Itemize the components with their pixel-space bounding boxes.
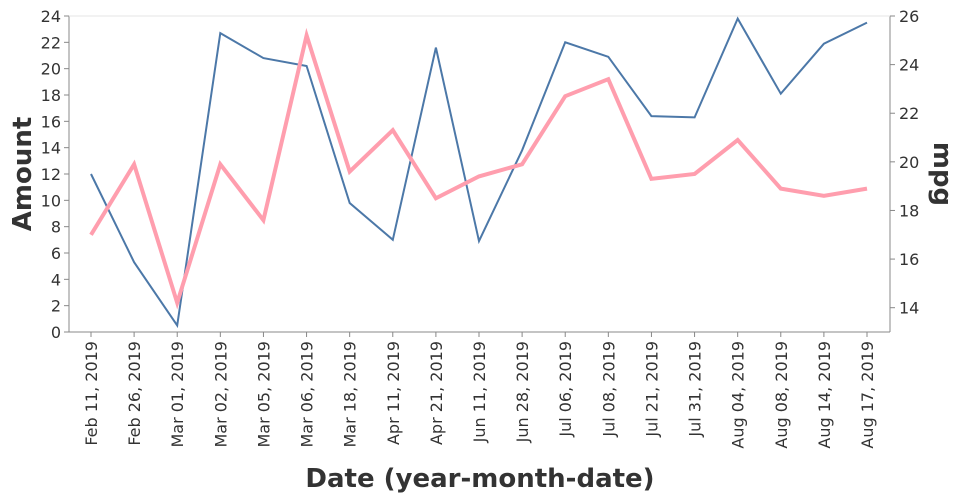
x-tick-label: Jul 21, 2019 [642,341,661,438]
x-tick-label: Jun 11, 2019 [470,341,489,443]
mpg-data-point [306,34,308,36]
mpg-data-point [650,178,652,180]
left-tick-label: 8 [51,218,61,237]
mpg-data-point [349,171,351,173]
mpg-data-point [435,197,437,199]
left-tick-label: 20 [41,60,61,79]
right-axis-ticks: 14 16 18 20 22 24 26 [890,7,919,318]
mpg-data-point [133,163,135,165]
x-tick-label: Jul 31, 2019 [686,341,705,438]
x-tick-label: Aug 14, 2019 [815,341,834,449]
left-tick-label: 10 [41,191,61,210]
left-tick-label: 0 [51,323,61,342]
x-tick-label: Jul 06, 2019 [556,341,575,438]
series-layer [89,16,868,329]
amount-data-point [737,18,739,20]
mpg-data-point [780,188,782,190]
mpg-data-point [521,163,523,165]
left-tick-label: 2 [51,297,61,316]
x-tick-label: Jun 28, 2019 [513,341,532,443]
left-tick-label: 24 [41,7,61,26]
right-tick-label: 26 [899,7,919,26]
x-axis-title: Date (year-month-date) [305,464,654,494]
left-tick-label: 18 [41,86,61,105]
x-tick-label: Aug 17, 2019 [858,341,877,449]
mpg-data-point [823,195,825,197]
mpg-data-point [478,175,480,177]
mpg-data-point [176,302,178,304]
mpg-data-point [737,139,739,141]
mpg-data-point [564,95,566,97]
amount-data-point [564,41,566,43]
amount-data-point [176,324,178,326]
mpg-data-point [262,219,264,221]
left-tick-label: 12 [41,165,61,184]
x-tick-label: Mar 02, 2019 [211,341,230,448]
amount-data-point [780,93,782,95]
left-tick-label: 16 [41,112,61,131]
x-tick-label: Mar 06, 2019 [298,341,317,448]
right-tick-label: 24 [899,56,919,75]
amount-data-point [607,56,609,58]
right-tick-label: 18 [899,201,919,220]
right-tick-label: 22 [899,104,919,123]
left-tick-label: 4 [51,270,61,289]
amount-data-point [435,47,437,49]
mpg-data-point [607,78,609,80]
mpg-data-point [866,188,868,190]
x-tick-label: Aug 08, 2019 [772,341,791,449]
amount-data-point [823,43,825,45]
amount-data-point [521,149,523,151]
amount-data-point [219,32,221,34]
mpg-data-point [694,173,696,175]
amount-data-point [478,240,480,242]
x-tick-label: Feb 26, 2019 [125,341,144,446]
y-axis-title-right: mpg [927,142,957,206]
y-axis-title-left: Amount [8,117,38,232]
mpg-series-line [89,27,868,310]
amount-data-point [133,261,135,263]
x-tick-label: Jul 08, 2019 [599,341,618,438]
x-tick-label: Mar 05, 2019 [254,341,273,448]
left-tick-label: 14 [41,139,61,158]
amount-data-point [349,202,351,204]
amount-data-point [306,65,308,67]
amount-data-point [392,239,394,241]
x-tick-label: Mar 01, 2019 [168,341,187,448]
mpg-data-point [90,234,92,236]
amount-data-point [262,57,264,59]
amount-data-point [866,22,868,24]
right-tick-label: 14 [899,299,919,318]
right-tick-label: 16 [899,250,919,269]
x-tick-label: Feb 11, 2019 [82,341,101,446]
x-axis-ticks: Feb 11, 2019 Feb 26, 2019 Mar 01, 2019 Mar … [82,332,877,449]
amount-series-line [90,16,868,329]
x-tick-label: Apr 21, 2019 [427,341,446,445]
amount-data-point [650,115,652,117]
x-tick-label: Apr 11, 2019 [384,341,403,445]
amount-data-point [694,116,696,118]
right-tick-label: 20 [899,153,919,172]
x-tick-label: Mar 18, 2019 [341,341,360,448]
x-tick-label: Aug 04, 2019 [729,341,748,449]
left-tick-label: 22 [41,33,61,52]
mpg-data-point [219,163,221,165]
amount-data-point [90,173,92,175]
left-tick-label: 6 [51,244,61,263]
mpg-data-point [392,129,394,131]
